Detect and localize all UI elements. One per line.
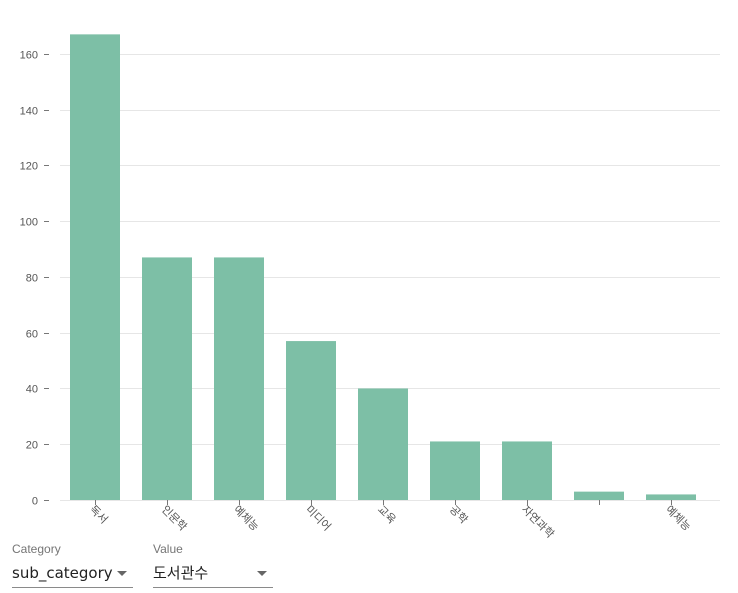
y-tick-label: 160	[20, 50, 38, 62]
y-axis-ticks: 0 20 40 60 80 100 120 140 160	[20, 50, 49, 508]
x-tick-label: 자연과학	[519, 503, 557, 540]
value-value: 도서관수	[153, 564, 209, 582]
x-tick-label: 예체능	[663, 503, 694, 534]
x-tick-label: 공학	[447, 503, 471, 527]
bars	[70, 34, 696, 500]
bar[interactable]	[70, 34, 120, 500]
x-tick-label: 예체능	[231, 503, 262, 534]
y-tick-label: 20	[26, 440, 38, 452]
category-control: Category sub_category	[12, 542, 133, 588]
bar[interactable]	[214, 257, 264, 500]
bar-chart: 0 20 40 60 80 100 120 140 160 독서 인문학 예체능 미디어 교육 공학 자연과…	[20, 34, 720, 540]
value-label: Value	[153, 542, 183, 556]
caret-down-icon	[117, 571, 127, 576]
x-tick-label: 미디어	[303, 503, 334, 534]
bar[interactable]	[646, 494, 696, 500]
value-control: Value 도서관수	[153, 542, 273, 588]
bar[interactable]	[286, 341, 336, 500]
bar[interactable]	[574, 491, 624, 500]
y-tick-label: 140	[20, 106, 38, 118]
category-label: Category	[12, 542, 61, 556]
x-axis-ticks: 독서 인문학 예체능 미디어 교육 공학 자연과학 예체능	[87, 500, 694, 540]
bar[interactable]	[142, 257, 192, 500]
x-tick-label: 독서	[87, 503, 111, 527]
caret-down-icon	[257, 571, 267, 576]
x-tick-label: 교육	[375, 503, 399, 527]
y-tick-label: 0	[32, 496, 38, 508]
category-value: sub_category	[12, 564, 113, 582]
bar[interactable]	[358, 388, 408, 500]
x-tick-label: 인문학	[159, 503, 190, 534]
bar[interactable]	[502, 441, 552, 500]
y-tick-label: 40	[26, 384, 38, 396]
y-tick-label: 120	[20, 161, 38, 173]
y-tick-label: 60	[26, 329, 38, 341]
bar[interactable]	[430, 441, 480, 500]
value-select[interactable]: 도서관수	[153, 563, 273, 588]
y-tick-label: 80	[26, 273, 38, 285]
y-tick-label: 100	[20, 217, 38, 229]
category-select[interactable]: sub_category	[12, 563, 133, 588]
